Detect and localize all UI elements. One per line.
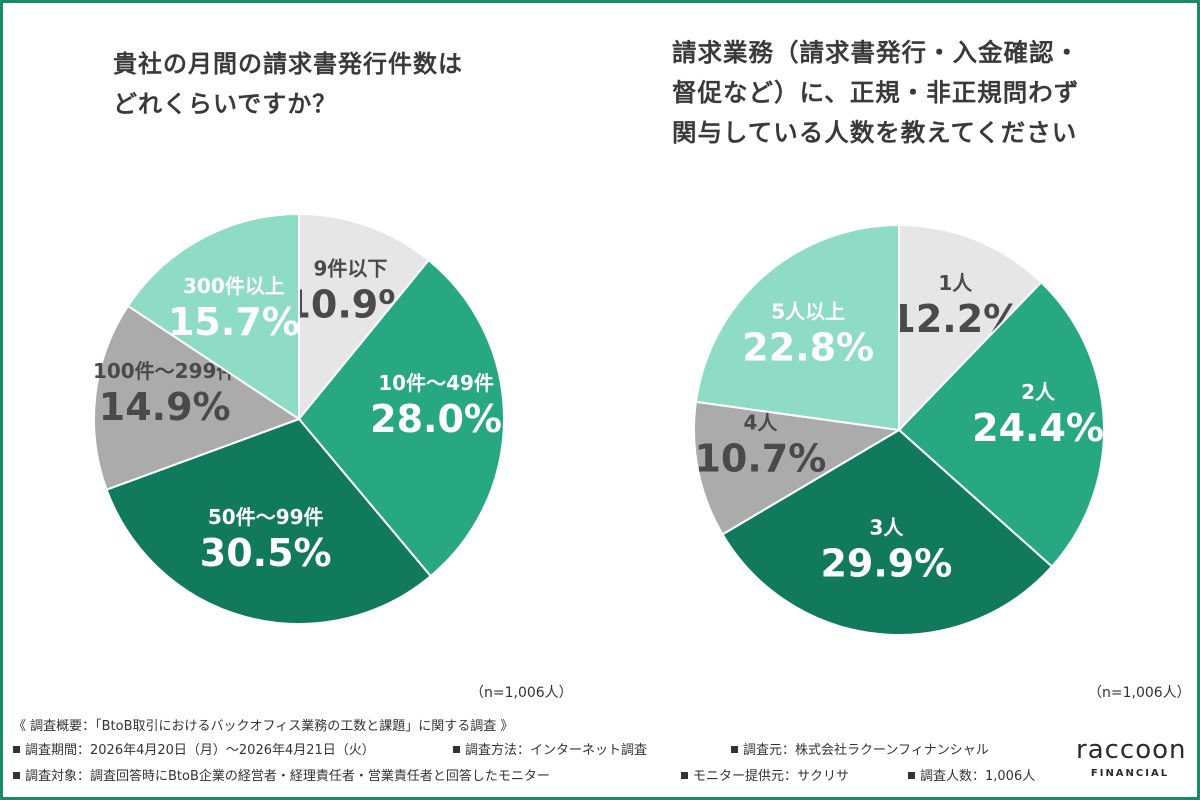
survey-method: 調査方法：インターネット調査 <box>453 739 647 758</box>
survey-provider-text: モニター提供元：サクリサ <box>693 769 850 784</box>
pie-slice <box>694 223 900 432</box>
slice-label: 10件～49件 <box>378 371 494 395</box>
survey-method-text: 調査方法：インターネット調査 <box>465 743 648 758</box>
logo-word: raccoon <box>1076 735 1187 765</box>
survey-period-text: 調査期間：2026年4月20日（月）～2026年4月21日（火） <box>25 743 375 758</box>
pie-slice <box>298 212 431 422</box>
bullet-icon <box>731 746 738 753</box>
logo-sub: FINANCIAL <box>1090 768 1170 779</box>
slice-label: 1人 <box>938 271 973 295</box>
survey-row-1: 調査期間：2026年4月20日（月）～2026年4月21日（火） 調査方法：イン… <box>13 739 1073 758</box>
survey-count-text: 調査人数：1,006人 <box>920 769 1036 784</box>
chart-title-right-line1: 請求業務（請求書発行・入金確認・ <box>672 38 1080 67</box>
survey-period: 調査期間：2026年4月20日（月）～2026年4月21日（火） <box>13 739 375 758</box>
pie-slice <box>693 400 902 536</box>
slice-value: 29.9% <box>820 542 952 586</box>
pie-slice <box>898 223 1043 433</box>
survey-target: 調査対象：調査回答時にBtoB企業の経営者・経理責任者・営業責任者と回答したモニ… <box>13 765 550 784</box>
pie-chart-1: 9件以下10.9%10件～49件28.0%50件～99件30.5%100件～29… <box>93 212 505 625</box>
bullet-icon <box>908 772 915 779</box>
pie-slice <box>105 417 433 625</box>
pie-slice <box>297 258 505 578</box>
slice-label: 9件以下 <box>313 256 387 280</box>
slice-label: 300件以上 <box>183 274 285 298</box>
sample-size-right: （n=1,006人） <box>1088 685 1191 701</box>
survey-row-2: 調査対象：調査回答時にBtoB企業の経営者・経理責任者・営業責任者と回答したモニ… <box>13 765 1073 784</box>
slice-value: 30.5% <box>200 531 332 575</box>
survey-source: 調査元：株式会社ラクーンフィナンシャル <box>731 739 989 758</box>
chart-title-left-line2: どれくらいですか？ <box>113 90 338 118</box>
chart-title-right: 請求業務（請求書発行・入金確認・ 督促など）に、正規・非正規問わず 関与している… <box>672 33 1080 153</box>
chart-title-left-line1: 貴社の月間の請求書発行件数は <box>113 50 463 78</box>
survey-source-text: 調査元：株式会社ラクーンフィナンシャル <box>743 743 989 758</box>
raccoon-financial-logo: raccoon FINANCIAL <box>1076 735 1187 785</box>
bullet-icon <box>13 746 20 753</box>
slice-value: 28.0% <box>370 397 502 441</box>
pie-slice <box>897 280 1105 568</box>
pie-slice <box>126 212 300 421</box>
survey-overview-title: 《 調査概要：「BtoB取引におけるバックオフィス業務の工数と課題」に関する調査… <box>13 719 514 734</box>
bullet-icon <box>453 746 460 753</box>
pie-slice <box>721 428 1054 636</box>
chart-title-right-line2: 督促など）に、正規・非正規問わず <box>672 78 1080 107</box>
chart-title-right-line3: 関与している人数を教えてください <box>672 118 1078 147</box>
slice-value: 22.8% <box>742 326 874 370</box>
pie-slice <box>93 304 302 491</box>
slice-label: 4人 <box>743 410 778 434</box>
slice-label: 3人 <box>869 516 904 540</box>
survey-provider: モニター提供元：サクリサ <box>681 765 849 784</box>
slice-value: 14.9% <box>99 385 231 429</box>
chart-title-left: 貴社の月間の請求書発行件数は どれくらいですか？ <box>113 44 463 124</box>
slice-value: 24.4% <box>972 406 1104 450</box>
bullet-icon <box>13 772 20 779</box>
sample-size-left: （n=1,006人） <box>470 685 573 701</box>
slice-value: 10.7% <box>694 436 826 480</box>
survey-target-text: 調査対象：調査回答時にBtoB企業の経営者・経理責任者・営業責任者と回答したモニ… <box>25 769 550 784</box>
slice-label: 5人以上 <box>771 300 845 324</box>
bullet-icon <box>681 772 688 779</box>
slice-label: 2人 <box>1021 380 1056 404</box>
slice-label: 50件～99件 <box>208 505 324 529</box>
slice-value: 15.7% <box>168 300 300 344</box>
survey-count: 調査人数：1,006人 <box>908 765 1035 784</box>
